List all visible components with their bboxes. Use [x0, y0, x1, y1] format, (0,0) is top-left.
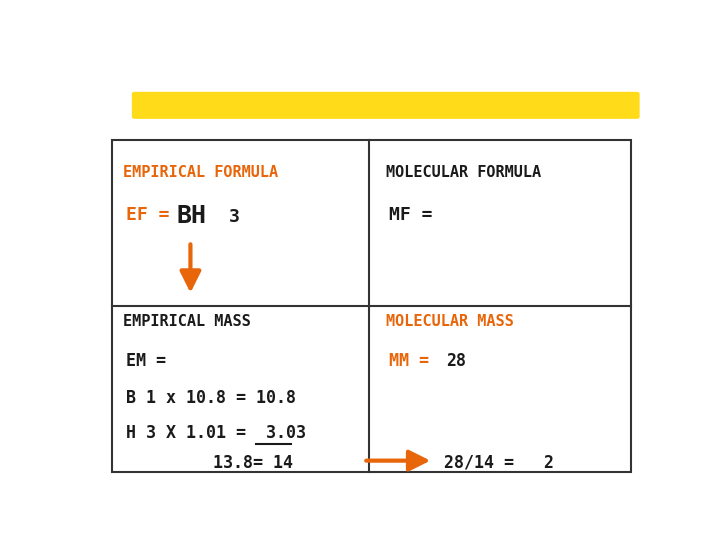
Text: EF =: EF =	[126, 206, 181, 224]
Text: MM =: MM =	[389, 352, 438, 370]
Bar	[112, 140, 631, 472]
Text: 3: 3	[228, 208, 239, 226]
FancyBboxPatch shape	[132, 92, 639, 119]
Text: EMPIRICAL MASS: EMPIRICAL MASS	[124, 314, 251, 329]
Text: 28/14 =   2: 28/14 = 2	[444, 454, 554, 471]
Text: BH: BH	[176, 204, 207, 228]
Text: EMPIRICAL FORMULA: EMPIRICAL FORMULA	[124, 165, 279, 180]
Text: 13.8= 14: 13.8= 14	[213, 454, 293, 471]
Text: 28: 28	[446, 352, 466, 370]
Text: MF =: MF =	[389, 206, 443, 224]
Text: EM =: EM =	[126, 352, 176, 370]
Text: MOLECULAR MASS: MOLECULAR MASS	[386, 314, 513, 329]
Text: H 3 X 1.01 =  3.03: H 3 X 1.01 = 3.03	[126, 424, 306, 442]
Text: MOLECULAR FORMULA: MOLECULAR FORMULA	[386, 165, 541, 180]
Text: B 1 x 10.8 = 10.8: B 1 x 10.8 = 10.8	[126, 389, 296, 407]
